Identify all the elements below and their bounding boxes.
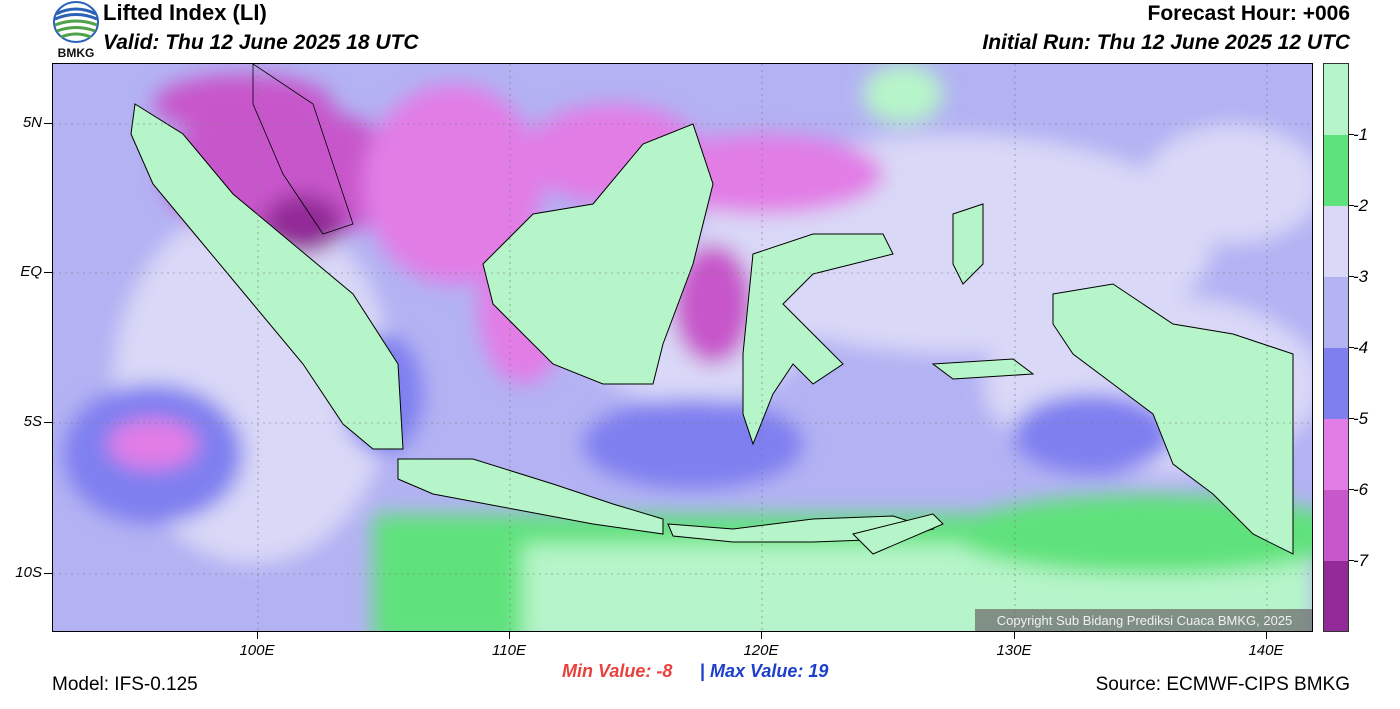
lon-label-100e: 100E bbox=[239, 642, 275, 659]
forecast-hour: Forecast Hour: +006 bbox=[1147, 2, 1351, 25]
source-label: Source: ECMWF-CIPS BMKG bbox=[1095, 674, 1350, 695]
colorbar-tick bbox=[1349, 418, 1354, 419]
initial-run: Initial Run: Thu 12 June 2025 12 UTC bbox=[982, 31, 1350, 54]
stats-separator: | bbox=[700, 661, 706, 681]
max-value: Max Value: 19 bbox=[710, 661, 829, 681]
lifted-index-map: Copyright Sub Bidang Prediksi Cuaca BMKG… bbox=[52, 63, 1313, 632]
colorbar-tick bbox=[1349, 489, 1354, 490]
colorbar-segment bbox=[1324, 561, 1348, 631]
valid-time: Valid: Thu 12 June 2025 18 UTC bbox=[103, 31, 419, 54]
sulawesi bbox=[742, 233, 894, 446]
colorbar-segment bbox=[1324, 348, 1348, 419]
lon-tick bbox=[761, 632, 762, 639]
colorbar-segment bbox=[1324, 64, 1348, 135]
colorbar-segment bbox=[1324, 490, 1348, 561]
lon-label-130e: 130E bbox=[996, 642, 1032, 659]
colorbar-segment bbox=[1324, 206, 1348, 277]
colorbar-label: -1 bbox=[1353, 125, 1369, 144]
lat-tick bbox=[44, 422, 52, 423]
malay-peninsula bbox=[252, 64, 354, 235]
copyright-label: Copyright Sub Bidang Prediksi Cuaca BMKG… bbox=[975, 609, 1312, 631]
lon-label-140e: 140E bbox=[1248, 642, 1284, 659]
lon-label-120e: 120E bbox=[743, 642, 779, 659]
lon-tick bbox=[257, 632, 258, 639]
lon-tick bbox=[1266, 632, 1267, 639]
lat-tick bbox=[44, 573, 52, 574]
colorbar-tick bbox=[1349, 276, 1354, 277]
lat-tick bbox=[44, 272, 52, 273]
halmahera bbox=[952, 203, 984, 285]
min-value: Min Value: -8 bbox=[562, 661, 673, 681]
java bbox=[397, 458, 664, 535]
logo-text: BMKG bbox=[57, 46, 95, 60]
lat-label-10s: 10S bbox=[15, 564, 42, 581]
lon-label-110e: 110E bbox=[492, 642, 526, 659]
sumatra bbox=[130, 103, 404, 450]
colorbar-segment bbox=[1324, 135, 1348, 206]
new-guinea bbox=[1052, 283, 1294, 555]
colorbar-label: -7 bbox=[1353, 551, 1369, 570]
timor bbox=[852, 513, 944, 555]
lat-label-5n: 5N bbox=[22, 114, 42, 131]
model-label: Model: IFS-0.125 bbox=[52, 674, 198, 695]
colorbar-label: -3 bbox=[1353, 267, 1369, 286]
colorbar-label: -5 bbox=[1353, 409, 1369, 428]
colorbar-label: -6 bbox=[1353, 480, 1369, 499]
colorbar-tick bbox=[1349, 347, 1354, 348]
seram bbox=[931, 358, 1035, 380]
landmass-layer bbox=[130, 64, 1294, 555]
colorbar-label: -2 bbox=[1353, 196, 1369, 215]
colorbar-tick bbox=[1349, 560, 1354, 561]
lon-tick bbox=[509, 632, 510, 639]
colorbar-label: -4 bbox=[1353, 338, 1369, 357]
borneo bbox=[482, 123, 714, 385]
lat-label-5s: 5S bbox=[23, 413, 42, 430]
colorbar-tick bbox=[1349, 134, 1354, 135]
colorbar bbox=[1323, 63, 1349, 632]
colorbar-segment bbox=[1324, 277, 1348, 348]
colorbar-tick bbox=[1349, 205, 1354, 206]
lat-label-eq: EQ bbox=[20, 263, 42, 280]
map-title: Lifted Index (LI) bbox=[103, 0, 267, 25]
lon-tick bbox=[1014, 632, 1015, 639]
colorbar-segment bbox=[1324, 419, 1348, 490]
bmkg-logo bbox=[52, 0, 100, 60]
gridlines bbox=[53, 64, 1312, 631]
lat-tick bbox=[44, 123, 52, 124]
